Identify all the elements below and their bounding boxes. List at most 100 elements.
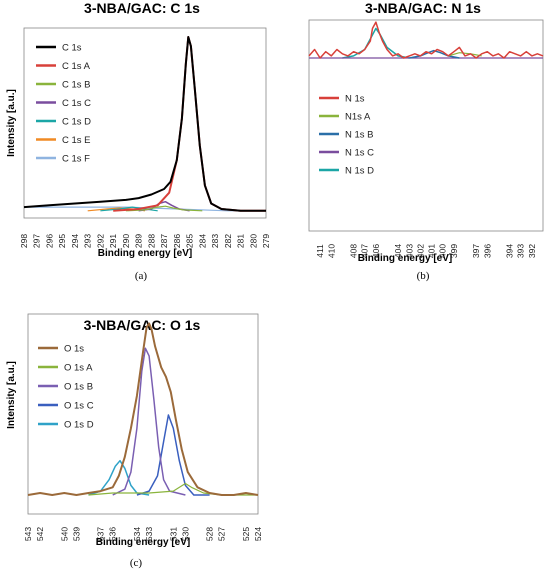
legend-entry: C 1s A bbox=[62, 61, 91, 72]
x-tick-label: 411 bbox=[315, 244, 325, 258]
legend-entry: O 1s C bbox=[64, 401, 94, 412]
legend-entry: N 1s D bbox=[345, 166, 374, 177]
x-tick-label: 284 bbox=[197, 234, 207, 248]
x-tick-label: 524 bbox=[253, 527, 263, 541]
x-tick-label: 298 bbox=[19, 234, 29, 248]
x-tick-label: 540 bbox=[59, 527, 69, 541]
series-line bbox=[27, 322, 259, 496]
x-tick-label: 408 bbox=[349, 244, 359, 258]
panel-caption: (b) bbox=[417, 270, 430, 282]
x-tick-label: 525 bbox=[241, 527, 251, 541]
x-tick-label: 527 bbox=[217, 527, 227, 541]
x-tick-label: 397 bbox=[471, 244, 481, 258]
legend-entry: N 1s C bbox=[345, 148, 374, 159]
x-tick-label: 290 bbox=[121, 234, 131, 248]
x-ticks: 411 410 408 407 406 404 403 402 401 400 399 397 396 3… bbox=[315, 244, 537, 258]
legend: O 1s O 1s A O 1s B O 1s C O 1s D bbox=[38, 344, 94, 431]
x-tick-label: 406 bbox=[371, 244, 381, 258]
series-line bbox=[113, 36, 266, 212]
legend-entry: O 1s A bbox=[64, 363, 93, 374]
x-tick-label: 534 bbox=[132, 527, 142, 541]
x-tick-label: 528 bbox=[205, 527, 215, 541]
x-tick-label: 280 bbox=[248, 234, 258, 248]
x-tick-label: 536 bbox=[108, 527, 118, 541]
series-group bbox=[23, 36, 266, 212]
x-ticks: 298 297 296 295 294 293 292 291 290 289 288 287 286 2… bbox=[19, 234, 271, 248]
x-tick-label: 281 bbox=[236, 234, 246, 248]
x-tick-label: 539 bbox=[71, 527, 81, 541]
panel-caption: (c) bbox=[130, 557, 143, 569]
legend-entry: O 1s D bbox=[64, 420, 94, 431]
series-line bbox=[448, 52, 482, 57]
chart-title: 3-NBA/GAC: N 1s bbox=[365, 0, 481, 16]
x-axis-label: Binding energy [eV] bbox=[98, 248, 192, 259]
x-tick-label: 530 bbox=[180, 527, 190, 541]
legend-entry: N1s A bbox=[345, 112, 371, 123]
legend: N 1s N1s A N 1s B N 1s C N 1s D bbox=[319, 94, 374, 177]
x-tick-label: 279 bbox=[261, 234, 271, 248]
x-tick-label: 285 bbox=[185, 234, 195, 248]
x-tick-label: 402 bbox=[415, 244, 425, 258]
plot-frame bbox=[27, 313, 259, 515]
legend-entry: C 1s C bbox=[62, 98, 91, 109]
x-tick-label: 297 bbox=[32, 234, 42, 248]
y-axis-label: Intensity [a.u.] bbox=[6, 89, 17, 157]
x-tick-label: 394 bbox=[505, 244, 515, 258]
plot-frame bbox=[308, 19, 544, 232]
legend-entry: C 1s F bbox=[62, 154, 90, 165]
chart-title: 3-NBA/GAC: C 1s bbox=[84, 0, 200, 16]
x-tick-label: 400 bbox=[438, 244, 448, 258]
x-ticks: 543 542 540 539 537 536 534 533 531 530 528 527 525 5… bbox=[23, 527, 263, 541]
series-line bbox=[342, 27, 410, 59]
x-tick-label: 543 bbox=[23, 527, 33, 541]
legend-entry: N 1s bbox=[345, 94, 365, 105]
x-tick-label: 282 bbox=[223, 234, 233, 248]
x-tick-label: 292 bbox=[95, 234, 105, 248]
legend-entry: C 1s bbox=[62, 43, 82, 54]
plot-frame bbox=[23, 27, 267, 219]
x-tick-label: 293 bbox=[83, 234, 93, 248]
chart-title: 3-NBA/GAC: O 1s bbox=[84, 317, 201, 333]
x-tick-label: 295 bbox=[57, 234, 67, 248]
x-tick-label: 542 bbox=[35, 527, 45, 541]
series-line bbox=[125, 205, 203, 212]
x-axis-label: Binding energy [eV] bbox=[96, 537, 190, 548]
x-tick-label: 294 bbox=[70, 234, 80, 248]
x-tick-label: 283 bbox=[210, 234, 220, 248]
x-tick-label: 291 bbox=[108, 234, 118, 248]
x-tick-label: 407 bbox=[360, 244, 370, 258]
x-tick-label: 287 bbox=[159, 234, 169, 248]
x-tick-label: 289 bbox=[134, 234, 144, 248]
series-line bbox=[136, 414, 210, 496]
x-tick-label: 296 bbox=[44, 234, 54, 248]
x-tick-label: 410 bbox=[326, 244, 336, 258]
chart-c1s-panel: 3-NBA/GAC: C 1s Intensity [a.u.] Binding… bbox=[6, 0, 271, 282]
x-tick-label: 286 bbox=[172, 234, 182, 248]
legend-entry: C 1s D bbox=[62, 117, 91, 128]
legend-entry: C 1s E bbox=[62, 135, 91, 146]
x-tick-label: 403 bbox=[404, 244, 414, 258]
series-group bbox=[27, 322, 259, 496]
chart-n1s-panel: 3-NBA/GAC: N 1s Binding energy [eV] (b) … bbox=[308, 0, 544, 282]
legend-entry: O 1s bbox=[64, 344, 84, 355]
legend-entry: N 1s B bbox=[345, 130, 374, 141]
x-tick-label: 404 bbox=[393, 244, 403, 258]
y-axis-label: Intensity [a.u.] bbox=[6, 361, 17, 429]
series-line bbox=[308, 21, 544, 59]
series-line bbox=[88, 459, 150, 496]
series-line bbox=[23, 36, 266, 212]
x-tick-label: 399 bbox=[449, 244, 459, 258]
x-axis-label: Binding energy [eV] bbox=[358, 253, 452, 264]
x-tick-label: 392 bbox=[527, 244, 537, 258]
legend-entry: C 1s B bbox=[62, 80, 91, 91]
chart-o1s-panel: 3-NBA/GAC: O 1s Intensity [a.u.] Binding… bbox=[6, 313, 263, 569]
x-tick-label: 396 bbox=[482, 244, 492, 258]
x-tick-label: 531 bbox=[168, 527, 178, 541]
x-tick-label: 537 bbox=[96, 527, 106, 541]
series-line bbox=[112, 347, 186, 496]
x-tick-label: 288 bbox=[146, 234, 156, 248]
legend-entry: O 1s B bbox=[64, 382, 93, 393]
panel-caption: (a) bbox=[135, 270, 148, 282]
x-tick-label: 533 bbox=[144, 527, 154, 541]
series-group bbox=[308, 21, 544, 59]
